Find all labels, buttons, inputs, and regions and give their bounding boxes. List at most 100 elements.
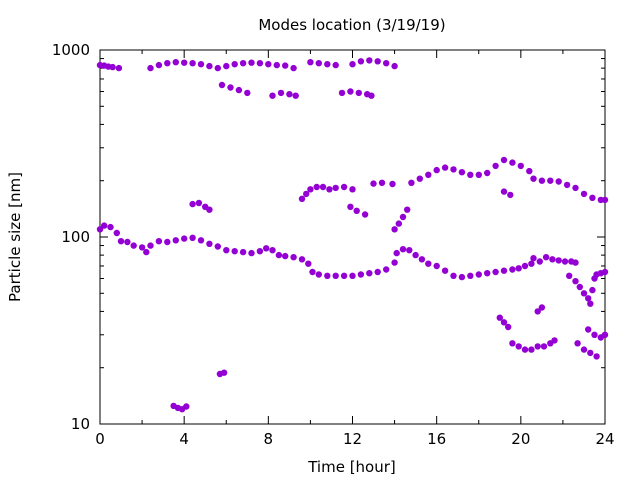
data-point: [197, 237, 205, 244]
data-point: [589, 286, 596, 294]
data-point: [147, 242, 154, 249]
data-point: [496, 314, 503, 321]
data-point: [572, 278, 579, 285]
data-point: [223, 247, 230, 254]
data-point: [587, 349, 594, 357]
data-point: [273, 61, 280, 69]
data-point: [542, 254, 550, 261]
y-tick-label: 1000: [52, 41, 90, 59]
data-point: [214, 243, 221, 250]
data-point: [591, 331, 598, 338]
data-point: [551, 337, 558, 344]
data-point: [580, 190, 588, 198]
x-tick-label: 0: [95, 430, 105, 448]
data-point: [492, 162, 499, 170]
data-point: [223, 62, 230, 70]
data-point: [450, 272, 457, 279]
data-point: [521, 262, 529, 270]
data-point: [585, 326, 592, 333]
data-point: [101, 222, 108, 229]
data-point: [332, 184, 339, 192]
data-point: [235, 86, 243, 94]
data-point: [500, 319, 508, 326]
data-point: [282, 62, 289, 69]
data-point: [189, 200, 196, 208]
data-point: [399, 213, 407, 221]
data-point: [378, 179, 386, 186]
data-point: [347, 203, 354, 210]
data-point: [370, 180, 377, 187]
data-point: [509, 340, 516, 347]
data-point: [357, 271, 365, 278]
x-tick-label: 4: [179, 430, 189, 448]
data-point: [324, 272, 331, 279]
data-point: [425, 171, 432, 178]
data-point: [589, 194, 596, 201]
data-point: [181, 59, 188, 66]
chart-title: Modes location (3/19/19): [258, 16, 445, 34]
data-point: [374, 58, 381, 65]
data-point: [355, 89, 362, 97]
data-point: [227, 84, 234, 91]
x-tick-label: 20: [511, 430, 530, 448]
data-point: [269, 92, 276, 99]
data-point: [467, 272, 474, 279]
data-point: [399, 246, 407, 253]
data-point: [349, 60, 356, 68]
data-point: [587, 300, 594, 307]
data-point: [96, 226, 104, 233]
data-point: [374, 268, 381, 276]
data-point: [307, 186, 314, 193]
data-point: [534, 308, 541, 315]
data-point: [580, 290, 588, 297]
data-point: [124, 238, 131, 246]
data-point: [244, 89, 251, 97]
data-point: [505, 323, 512, 331]
x-tick-label: 12: [343, 430, 362, 448]
data-point: [484, 169, 491, 177]
data-point: [526, 167, 533, 175]
data-point: [555, 178, 562, 185]
data-point: [500, 267, 508, 274]
data-point: [433, 166, 440, 174]
data-point: [530, 255, 537, 262]
data-point: [239, 248, 247, 256]
x-tick-label: 16: [427, 430, 446, 448]
data-point: [282, 252, 289, 260]
data-point: [517, 162, 524, 170]
data-point: [189, 234, 196, 241]
data-point: [515, 343, 522, 350]
data-point: [155, 238, 163, 245]
data-point: [218, 81, 226, 89]
data-point: [277, 89, 285, 97]
data-points: [96, 57, 609, 413]
data-point: [248, 249, 255, 257]
data-point: [332, 272, 339, 279]
data-point: [338, 89, 346, 97]
data-point: [547, 177, 554, 184]
data-point: [412, 251, 419, 259]
data-point: [143, 248, 150, 256]
data-point: [528, 346, 535, 353]
data-point: [441, 267, 449, 274]
data-point: [576, 283, 583, 291]
data-point: [292, 92, 299, 99]
data-point: [307, 59, 314, 66]
data-point: [332, 61, 339, 69]
data-point: [183, 403, 190, 410]
data-point: [197, 60, 205, 68]
data-point: [458, 273, 466, 281]
data-point: [290, 64, 297, 72]
y-tick-label: 10: [71, 415, 90, 433]
data-point: [239, 60, 247, 67]
x-tick-label: 8: [264, 430, 274, 448]
data-point: [580, 346, 588, 353]
data-point: [231, 248, 238, 255]
data-point: [324, 60, 331, 68]
data-point: [275, 251, 283, 259]
data-point: [467, 171, 474, 178]
data-point: [458, 169, 466, 176]
data-point: [441, 164, 449, 171]
data-point: [130, 242, 137, 249]
data-point: [340, 272, 348, 279]
